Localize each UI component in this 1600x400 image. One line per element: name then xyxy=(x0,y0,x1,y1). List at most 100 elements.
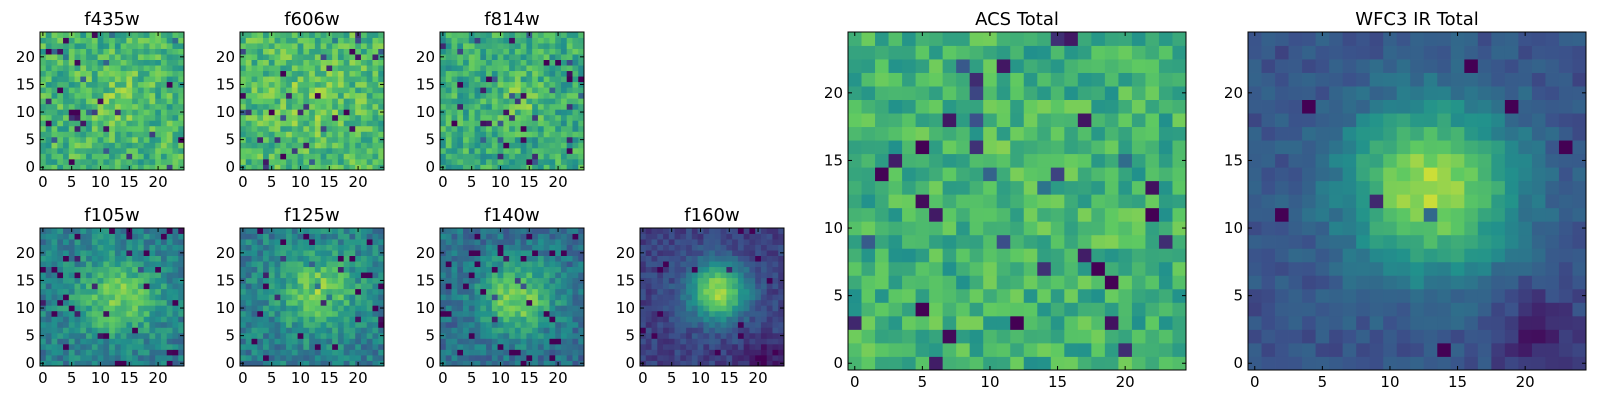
heatmap-cell xyxy=(360,255,368,262)
heatmap-cell xyxy=(372,266,379,273)
heatmap-cell xyxy=(143,305,150,312)
heatmap-cell xyxy=(51,48,58,55)
heatmap-cell xyxy=(337,327,345,334)
heatmap-cell xyxy=(514,299,522,306)
heatmap-cell xyxy=(1118,342,1133,357)
heatmap-cell xyxy=(120,76,127,83)
heatmap-cell xyxy=(251,244,258,251)
heatmap-cell xyxy=(640,338,647,345)
heatmap-cell xyxy=(57,164,64,171)
heatmap-cell xyxy=(120,70,127,77)
heatmap-cell xyxy=(360,244,368,251)
heatmap-cell xyxy=(309,310,316,317)
heatmap-cell xyxy=(326,338,333,345)
heatmap-cell xyxy=(80,310,87,317)
heatmap-cell xyxy=(303,65,310,72)
heatmap-cell xyxy=(291,233,298,240)
heatmap-cell xyxy=(166,332,173,339)
heatmap-cell xyxy=(143,48,150,55)
heatmap-cell xyxy=(451,32,458,38)
heatmap-cell xyxy=(766,316,773,323)
heatmap-cell xyxy=(120,338,127,345)
heatmap-cell xyxy=(1104,234,1119,249)
heatmap-cell xyxy=(1050,248,1065,263)
heatmap-cell xyxy=(326,332,333,339)
heatmap-cell xyxy=(51,266,58,273)
heatmap-cell xyxy=(778,310,785,317)
heatmap-cell xyxy=(132,354,139,361)
heatmap-cell xyxy=(320,142,327,149)
heatmap-cell xyxy=(160,277,168,284)
heatmap-cell xyxy=(120,120,127,127)
axes-frame xyxy=(39,31,185,171)
heatmap-cell xyxy=(378,343,385,350)
heatmap-cell xyxy=(320,244,327,251)
heatmap-cell xyxy=(766,266,773,273)
heatmap-cell xyxy=(74,239,81,245)
heatmap-cell xyxy=(355,294,362,301)
heatmap-cell xyxy=(263,360,270,367)
heatmap-cell xyxy=(737,288,745,295)
heatmap-cell xyxy=(766,332,773,339)
heatmap-cell xyxy=(109,81,116,88)
heatmap-cell xyxy=(126,142,133,149)
heatmap-cell xyxy=(714,349,722,356)
heatmap-cell xyxy=(355,37,362,44)
heatmap-cell xyxy=(257,354,264,361)
heatmap-cell xyxy=(126,92,133,99)
heatmap-cell xyxy=(45,321,52,328)
heatmap-cell xyxy=(86,316,93,323)
heatmap-cell xyxy=(114,125,122,132)
heatmap-cell xyxy=(143,316,150,323)
heatmap-cell xyxy=(645,233,652,240)
heatmap-cell xyxy=(245,261,252,268)
heatmap-cell xyxy=(132,76,139,83)
heatmap-cell xyxy=(486,305,493,312)
heatmap-cell xyxy=(861,194,876,209)
heatmap-cell xyxy=(251,114,258,121)
heatmap-cell xyxy=(1064,234,1079,249)
heatmap-cell xyxy=(640,233,647,240)
heatmap-cell xyxy=(537,239,545,245)
heatmap-cell xyxy=(451,354,458,361)
heatmap-cell xyxy=(372,349,379,356)
heatmap-cell xyxy=(343,158,350,165)
heatmap-cell xyxy=(86,233,93,240)
heatmap-cell xyxy=(543,244,550,251)
heatmap-cell xyxy=(566,239,573,245)
heatmap-cell xyxy=(303,70,310,77)
heatmap-cell xyxy=(178,103,185,110)
heatmap-cell xyxy=(143,114,150,121)
heatmap-cell xyxy=(297,305,304,312)
heatmap-cell xyxy=(268,299,275,306)
heatmap-cell xyxy=(263,277,270,284)
heatmap-cell xyxy=(703,244,710,251)
heatmap-cell xyxy=(103,125,110,132)
heatmap-cell xyxy=(457,321,464,328)
heatmap-cell xyxy=(566,283,573,290)
heatmap-cell xyxy=(337,354,345,361)
heatmap-cell xyxy=(486,343,493,350)
heatmap-cell xyxy=(349,360,356,367)
heatmap-cell xyxy=(360,288,368,295)
heatmap-cell xyxy=(74,142,81,149)
heatmap-cell xyxy=(320,158,327,165)
heatmap-cell xyxy=(86,87,93,94)
heatmap-cell xyxy=(778,272,785,279)
heatmap-cell xyxy=(514,261,522,268)
heatmap-cell xyxy=(240,283,247,290)
heatmap-cell xyxy=(474,244,481,251)
heatmap-cell xyxy=(720,327,727,334)
heatmap-cell xyxy=(240,125,247,132)
heatmap-cell xyxy=(126,261,133,268)
heatmap-cell xyxy=(343,98,350,105)
heatmap-cell xyxy=(560,332,568,339)
heatmap-cell xyxy=(86,92,93,99)
heatmap-cell xyxy=(463,239,470,245)
heatmap-cell xyxy=(1172,288,1187,303)
heatmap-cell xyxy=(503,37,510,44)
heatmap-cell xyxy=(555,239,562,245)
heatmap-cell xyxy=(268,158,275,165)
heatmap-cell xyxy=(578,76,585,83)
heatmap-cell xyxy=(109,305,116,312)
